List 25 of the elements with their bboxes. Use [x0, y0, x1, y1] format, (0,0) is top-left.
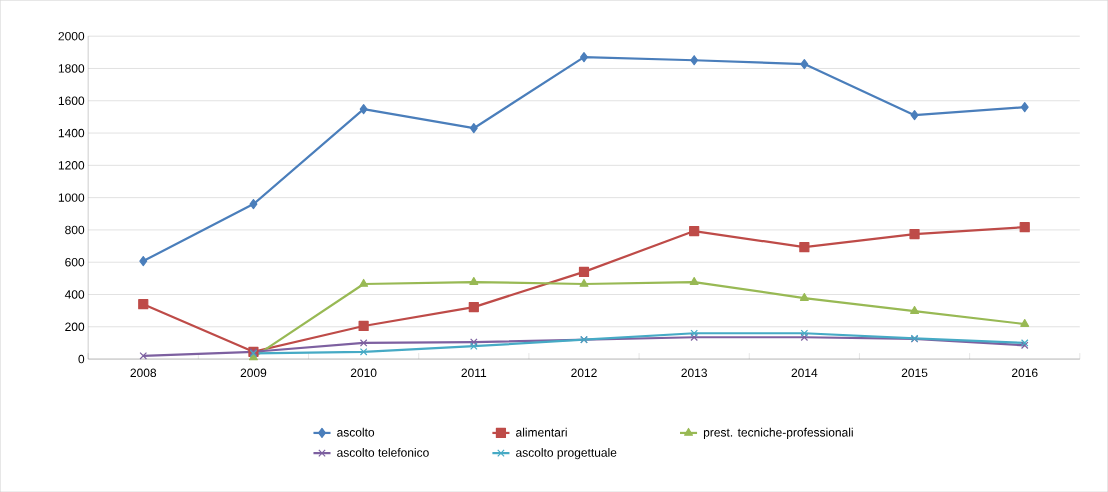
x-tick-label: 2012	[571, 368, 597, 377]
y-tick-label: 1200	[58, 160, 85, 170]
y-tick-label: 1600	[58, 96, 85, 105]
x-tick-label: 2014	[791, 368, 818, 377]
y-tick-label: 200	[65, 322, 85, 331]
x-tick-label: 2015	[901, 368, 928, 377]
y-tick-label: 600	[65, 257, 85, 267]
legend-label: ascolto progettuale	[516, 447, 617, 460]
x-tick-label: 2011	[461, 368, 487, 377]
y-tick-label: 1400	[58, 128, 85, 138]
y-tick-label: 0	[78, 354, 85, 364]
x-tick-label: 2009	[240, 368, 267, 377]
legend-label: alimentari	[516, 427, 567, 437]
legend-label: ascolto telefonico	[337, 447, 429, 457]
x-tick-label: 2013	[681, 368, 707, 377]
y-tick-label: 1800	[58, 64, 85, 73]
x-tick-label: 2016	[1011, 368, 1038, 377]
y-tick-label: 400	[64, 290, 85, 299]
y-tick-label: 1000	[58, 193, 85, 202]
y-tick-label: 2000	[58, 31, 85, 41]
x-tick-label: 2008	[130, 368, 157, 377]
legend-label: prest. tecniche-professionali	[703, 427, 853, 439]
legend-label: ascolto	[337, 427, 375, 437]
y-tick-label: 800	[65, 225, 85, 235]
x-tick-label: 2010	[350, 368, 377, 377]
